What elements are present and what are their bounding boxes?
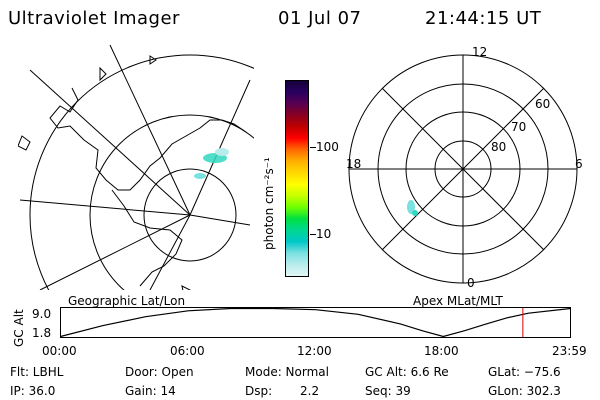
aurora-blob [407,200,418,216]
colorbar-tick-label-10: 10 [316,227,332,241]
geographic-map-label: Geographic Lat/Lon [68,294,186,308]
colorbar-tick-label-100: 100 [316,140,339,154]
latitude-circle-inner [143,168,237,262]
geographic-map [18,44,254,290]
orbit-altitude-curve [60,307,571,338]
time-tick-label: 23:59 [552,344,587,358]
time-tick-label: 00:00 [42,344,77,358]
latitude-circle-outer [29,54,254,290]
mlt-label-left: 18 [346,157,362,171]
date-label: 01 Jul 07 [278,8,362,29]
coastline [49,87,247,191]
mlt-label-right: 6 [575,157,583,171]
time-tick-label: 12:00 [297,344,332,358]
time-tick-label: 06:00 [170,344,205,358]
meridian-line [189,214,251,226]
dsp-label: Dsp: [245,384,273,398]
latitude-circle-mid [89,114,254,290]
sequence-status: Seq: 39 [365,384,411,398]
gc-altitude-status: GC Alt: 6.6 Re [365,365,449,379]
dsp-value: 2.2 [300,384,320,398]
geo-latitude-status: GLat: −75.6 [488,365,561,379]
mlat-label-80: 80 [491,140,507,154]
altitude-axis-label: GC Alt [12,309,26,347]
meridian-line [189,79,251,216]
meridian-line [109,44,191,216]
altitude-plot-frame [60,307,571,338]
altitude-plot [60,307,571,338]
ip-status: IP: 36.0 [10,384,56,398]
mlt-label-bottom: 0 [467,276,475,290]
instrument-title: Ultraviolet Imager [8,8,180,29]
gain-status: Gain: 14 [125,384,176,398]
altitude-tick-label-min: 1.8 [32,326,52,340]
meridian-line [19,199,191,216]
colorbar-unit-label: photon cm⁻²s⁻¹ [262,157,276,250]
mlat-label-60: 60 [535,97,551,111]
mlt-label-top: 12 [472,45,488,59]
magnetic-polar-map [348,54,578,284]
colorbar [285,80,309,277]
colorbar-tick-100 [310,147,316,148]
meridian-line [149,214,191,290]
mode-status: Mode: Normal [245,365,329,379]
time-tick-label: 18:00 [424,344,459,358]
meridian-line [29,69,191,216]
island-outline [18,55,191,290]
geo-longitude-status: GLon: 302.3 [488,384,561,398]
aurora-blob [194,148,229,179]
meridian-line [39,214,191,290]
filter-status: Flt: LBHL [10,365,64,379]
magnetic-map-label: Apex MLat/MLT [413,294,503,308]
time-label: 21:44:15 UT [425,8,542,29]
colorbar-tick-10 [310,234,316,235]
coastline [111,189,183,287]
mlt-line-diagonal [381,87,545,251]
door-status: Door: Open [125,365,194,379]
mlat-label-70: 70 [511,120,527,134]
altitude-tick-label-max: 9.0 [32,307,52,321]
